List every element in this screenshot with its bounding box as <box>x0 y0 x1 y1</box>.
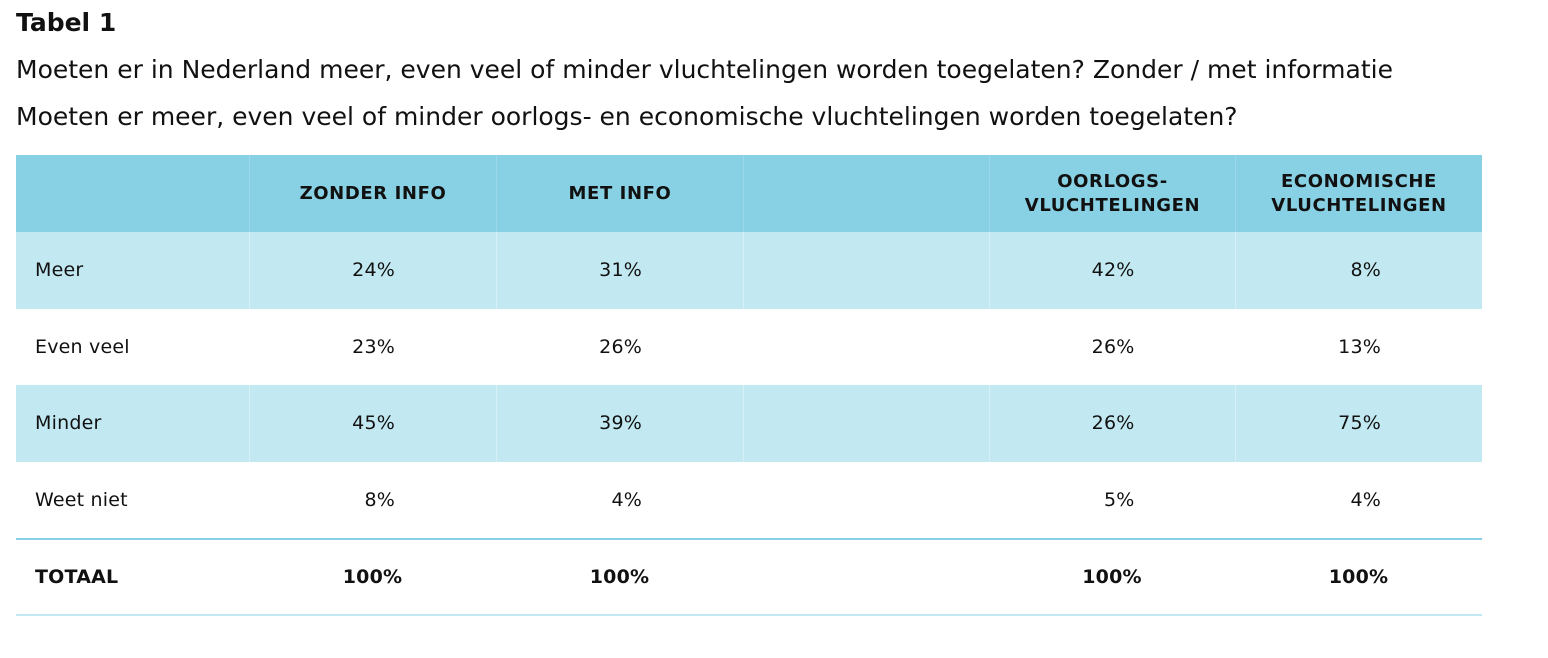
table-total-row: TOTAAL 100% 100% 100% 100% <box>16 538 1482 616</box>
cell-met-info: 4% <box>496 461 743 538</box>
header-cell-empty <box>743 155 989 232</box>
cell-zonder-info: 45% <box>249 385 496 462</box>
row-label: Minder <box>35 412 102 435</box>
header-zonder-info: ZONDER INFO <box>249 155 496 232</box>
cell-zonder-info: 24% <box>249 232 496 309</box>
cell-zonder-info: 23% <box>249 308 496 385</box>
row-label: Meer <box>35 259 84 282</box>
table-row: Even veel 23% 26% 26% 13% <box>16 308 1482 385</box>
cell-met-info: 26% <box>496 308 743 385</box>
cell-empty <box>743 308 989 385</box>
row-label: Even veel <box>35 335 130 358</box>
total-label: TOTAAL <box>35 566 119 588</box>
row-label: Weet niet <box>35 488 128 511</box>
data-table: ZONDER INFO MET INFO OORLOGS- VLUCHTELIN… <box>16 155 1482 616</box>
subtitle-question-2: Moeten er meer, even veel of minder oorl… <box>16 102 1238 131</box>
cell-empty <box>743 232 989 309</box>
table-row: Minder 45% 39% 26% 75% <box>16 385 1482 462</box>
cell-economische: 75% <box>1235 385 1482 462</box>
total-met-info: 100% <box>589 566 650 588</box>
cell-zonder-info: 8% <box>249 461 496 538</box>
cell-economische: 8% <box>1235 232 1482 309</box>
cell-empty <box>743 385 989 462</box>
total-empty <box>743 540 989 614</box>
cell-economische: 4% <box>1235 461 1482 538</box>
header-cell-empty <box>16 155 249 232</box>
header-met-info: MET INFO <box>496 155 743 232</box>
total-economische: 100% <box>1328 566 1389 588</box>
table-row: Meer 24% 31% 42% 8% <box>16 232 1482 309</box>
cell-met-info: 39% <box>496 385 743 462</box>
header-oorlogs-vluchtelingen: OORLOGS- VLUCHTELINGEN <box>989 155 1235 232</box>
cell-oorlogs: 42% <box>989 232 1235 309</box>
subtitle-question-1: Moeten er in Nederland meer, even veel o… <box>16 55 1393 84</box>
cell-oorlogs: 26% <box>989 385 1235 462</box>
cell-met-info: 31% <box>496 232 743 309</box>
total-oorlogs: 100% <box>1082 566 1142 588</box>
total-zonder-info: 100% <box>342 566 403 588</box>
table-title: Tabel 1 <box>16 8 117 37</box>
cell-oorlogs: 5% <box>989 461 1235 538</box>
table-row: Weet niet 8% 4% 5% 4% <box>16 461 1482 538</box>
cell-oorlogs: 26% <box>989 308 1235 385</box>
table-header-row: ZONDER INFO MET INFO OORLOGS- VLUCHTELIN… <box>16 155 1482 232</box>
cell-economische: 13% <box>1235 308 1482 385</box>
header-economische-vluchtelingen: ECONOMISCHE VLUCHTELINGEN <box>1235 155 1482 232</box>
cell-empty <box>743 461 989 538</box>
